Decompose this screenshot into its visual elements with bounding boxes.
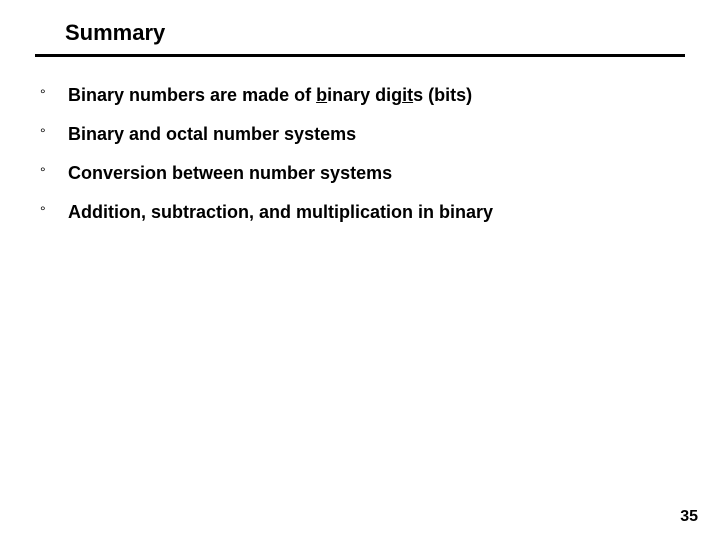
bullet-list: ° Binary numbers are made of binary digi…: [40, 85, 680, 223]
bullet-text: Binary and octal number systems: [68, 124, 680, 145]
page-number: 35: [680, 508, 698, 526]
slide-title: Summary: [35, 20, 685, 57]
bullet-marker-icon: °: [40, 124, 68, 141]
text-fragment: inary dig: [327, 85, 402, 105]
bullet-marker-icon: °: [40, 202, 68, 219]
bullet-text: Addition, subtraction, and multiplicatio…: [68, 202, 680, 223]
slide: Summary ° Binary numbers are made of bin…: [0, 0, 720, 540]
list-item: ° Conversion between number systems: [40, 163, 680, 184]
list-item: ° Binary and octal number systems: [40, 124, 680, 145]
bullet-text: Conversion between number systems: [68, 163, 680, 184]
bullet-marker-icon: °: [40, 85, 68, 102]
list-item: ° Binary numbers are made of binary digi…: [40, 85, 680, 106]
text-underline: it: [402, 85, 413, 105]
text-fragment: Binary numbers are made of: [68, 85, 316, 105]
bullet-text: Binary numbers are made of binary digits…: [68, 85, 680, 106]
list-item: ° Addition, subtraction, and multiplicat…: [40, 202, 680, 223]
bullet-marker-icon: °: [40, 163, 68, 180]
text-underline: b: [316, 85, 327, 105]
text-fragment: s (bits): [413, 85, 472, 105]
